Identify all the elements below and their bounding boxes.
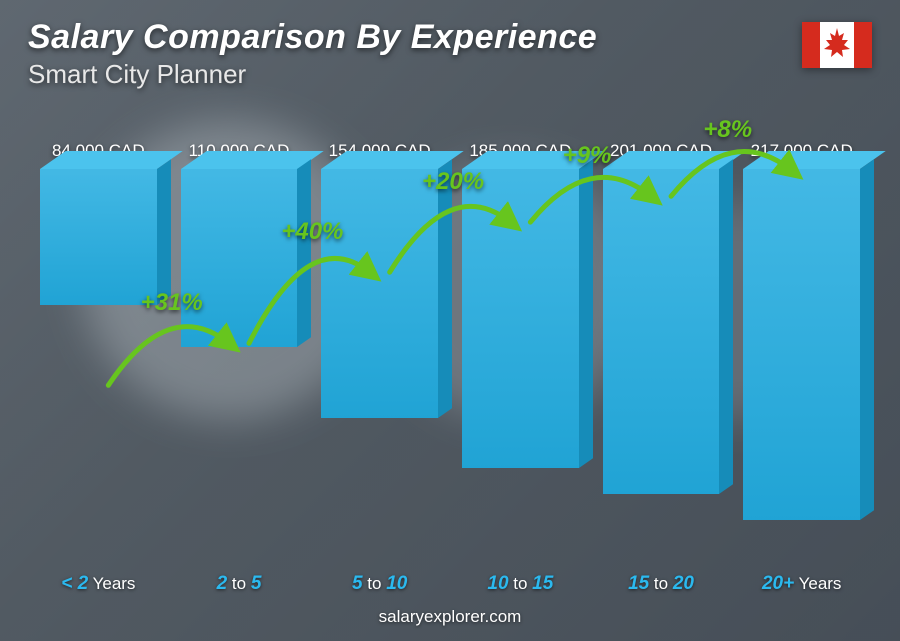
bar — [603, 169, 720, 494]
category-label: 20+ Years — [762, 573, 842, 595]
category-label: 15 to 20 — [628, 573, 694, 595]
growth-label: +20% — [422, 168, 484, 196]
category-label: < 2 Years — [61, 573, 135, 595]
header: Salary Comparison By Experience Smart Ci… — [28, 18, 597, 90]
salary-bar-chart: 84,000 CAD< 2 Years110,000 CAD2 to 5154,… — [40, 141, 860, 561]
growth-label: +8% — [703, 116, 752, 144]
category-label: 5 to 10 — [352, 573, 407, 595]
bar — [743, 169, 860, 520]
bar — [321, 169, 438, 418]
growth-label: +9% — [563, 142, 612, 170]
footer-source: salaryexplorer.com — [379, 607, 522, 627]
bar — [181, 169, 298, 347]
page-title: Salary Comparison By Experience — [28, 18, 597, 57]
page-subtitle: Smart City Planner — [28, 59, 597, 90]
bar-column: 217,000 CAD20+ Years — [743, 141, 860, 561]
bar — [40, 169, 157, 305]
bar-column: 154,000 CAD5 to 10 — [321, 141, 438, 561]
bar-column: 84,000 CAD< 2 Years — [40, 141, 157, 561]
bar-column: 110,000 CAD2 to 5 — [181, 141, 298, 561]
category-label: 2 to 5 — [217, 573, 262, 595]
bar-column: 201,000 CAD15 to 20 — [603, 141, 720, 561]
category-label: 10 to 15 — [487, 573, 553, 595]
bar-column: 185,000 CAD10 to 15 — [462, 141, 579, 561]
growth-label: +40% — [281, 218, 343, 246]
bar — [462, 169, 579, 468]
canada-flag-icon — [802, 22, 872, 68]
growth-label: +31% — [141, 289, 203, 317]
